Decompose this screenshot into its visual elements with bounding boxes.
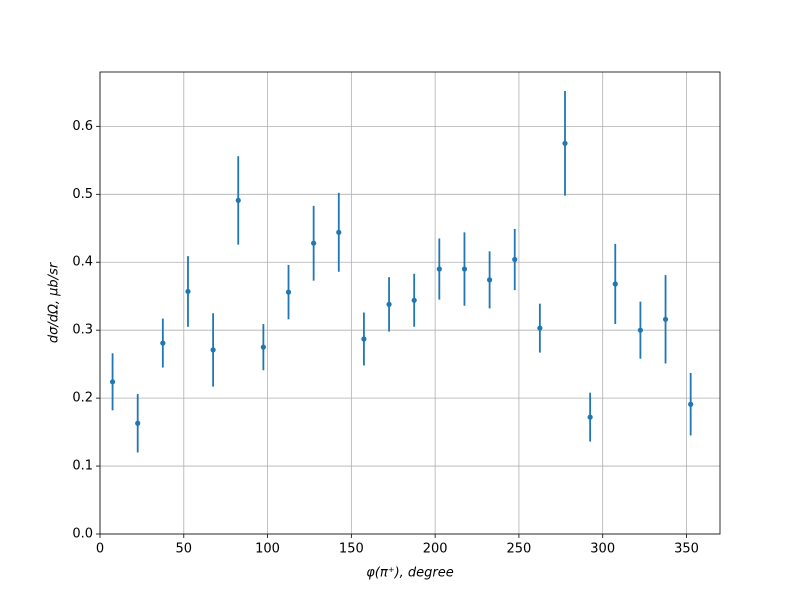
data-point <box>361 336 367 342</box>
y-tick-label: 0.0 <box>72 527 93 542</box>
y-tick-label: 0.3 <box>72 323 93 338</box>
y-tick-label: 0.4 <box>72 255 93 270</box>
y-tick-label: 0.5 <box>72 187 93 202</box>
data-point <box>461 266 468 272</box>
data-point <box>537 325 543 331</box>
x-tick-label: 350 <box>674 542 699 557</box>
y-tick-label: 0.6 <box>72 119 93 134</box>
y-tick-label: 0.1 <box>72 459 93 474</box>
x-axis-label: φ(π⁺), degree <box>366 566 454 581</box>
data-point <box>587 414 593 420</box>
data-point <box>311 240 317 246</box>
data-point <box>185 288 191 295</box>
data-point <box>235 197 241 204</box>
x-tick-label: 150 <box>339 542 364 557</box>
data-point <box>688 401 694 407</box>
y-axis-label: dσ/dΩ, μb/sr <box>47 261 62 343</box>
data-point <box>612 281 618 287</box>
x-tick-label: 0 <box>96 542 104 557</box>
x-tick-label: 100 <box>255 542 280 557</box>
data-point <box>411 297 417 303</box>
data-point <box>562 140 568 146</box>
data-point <box>436 266 442 272</box>
data-point <box>210 347 216 353</box>
data-point <box>386 301 392 307</box>
data-point <box>486 277 493 283</box>
data-point <box>285 289 292 295</box>
y-tick-label: 0.2 <box>72 391 93 406</box>
x-tick-label: 300 <box>590 542 615 557</box>
data-point <box>336 229 342 235</box>
data-point <box>662 316 669 322</box>
plot-frame <box>99 71 721 535</box>
data-point <box>109 379 116 385</box>
data-point <box>135 420 141 426</box>
data-point <box>637 327 644 333</box>
data-point <box>512 256 518 263</box>
data-point <box>160 340 166 346</box>
data-point <box>260 344 266 350</box>
x-tick-label: 200 <box>423 542 448 557</box>
x-tick-label: 250 <box>507 542 532 557</box>
x-tick-label: 50 <box>176 542 193 557</box>
